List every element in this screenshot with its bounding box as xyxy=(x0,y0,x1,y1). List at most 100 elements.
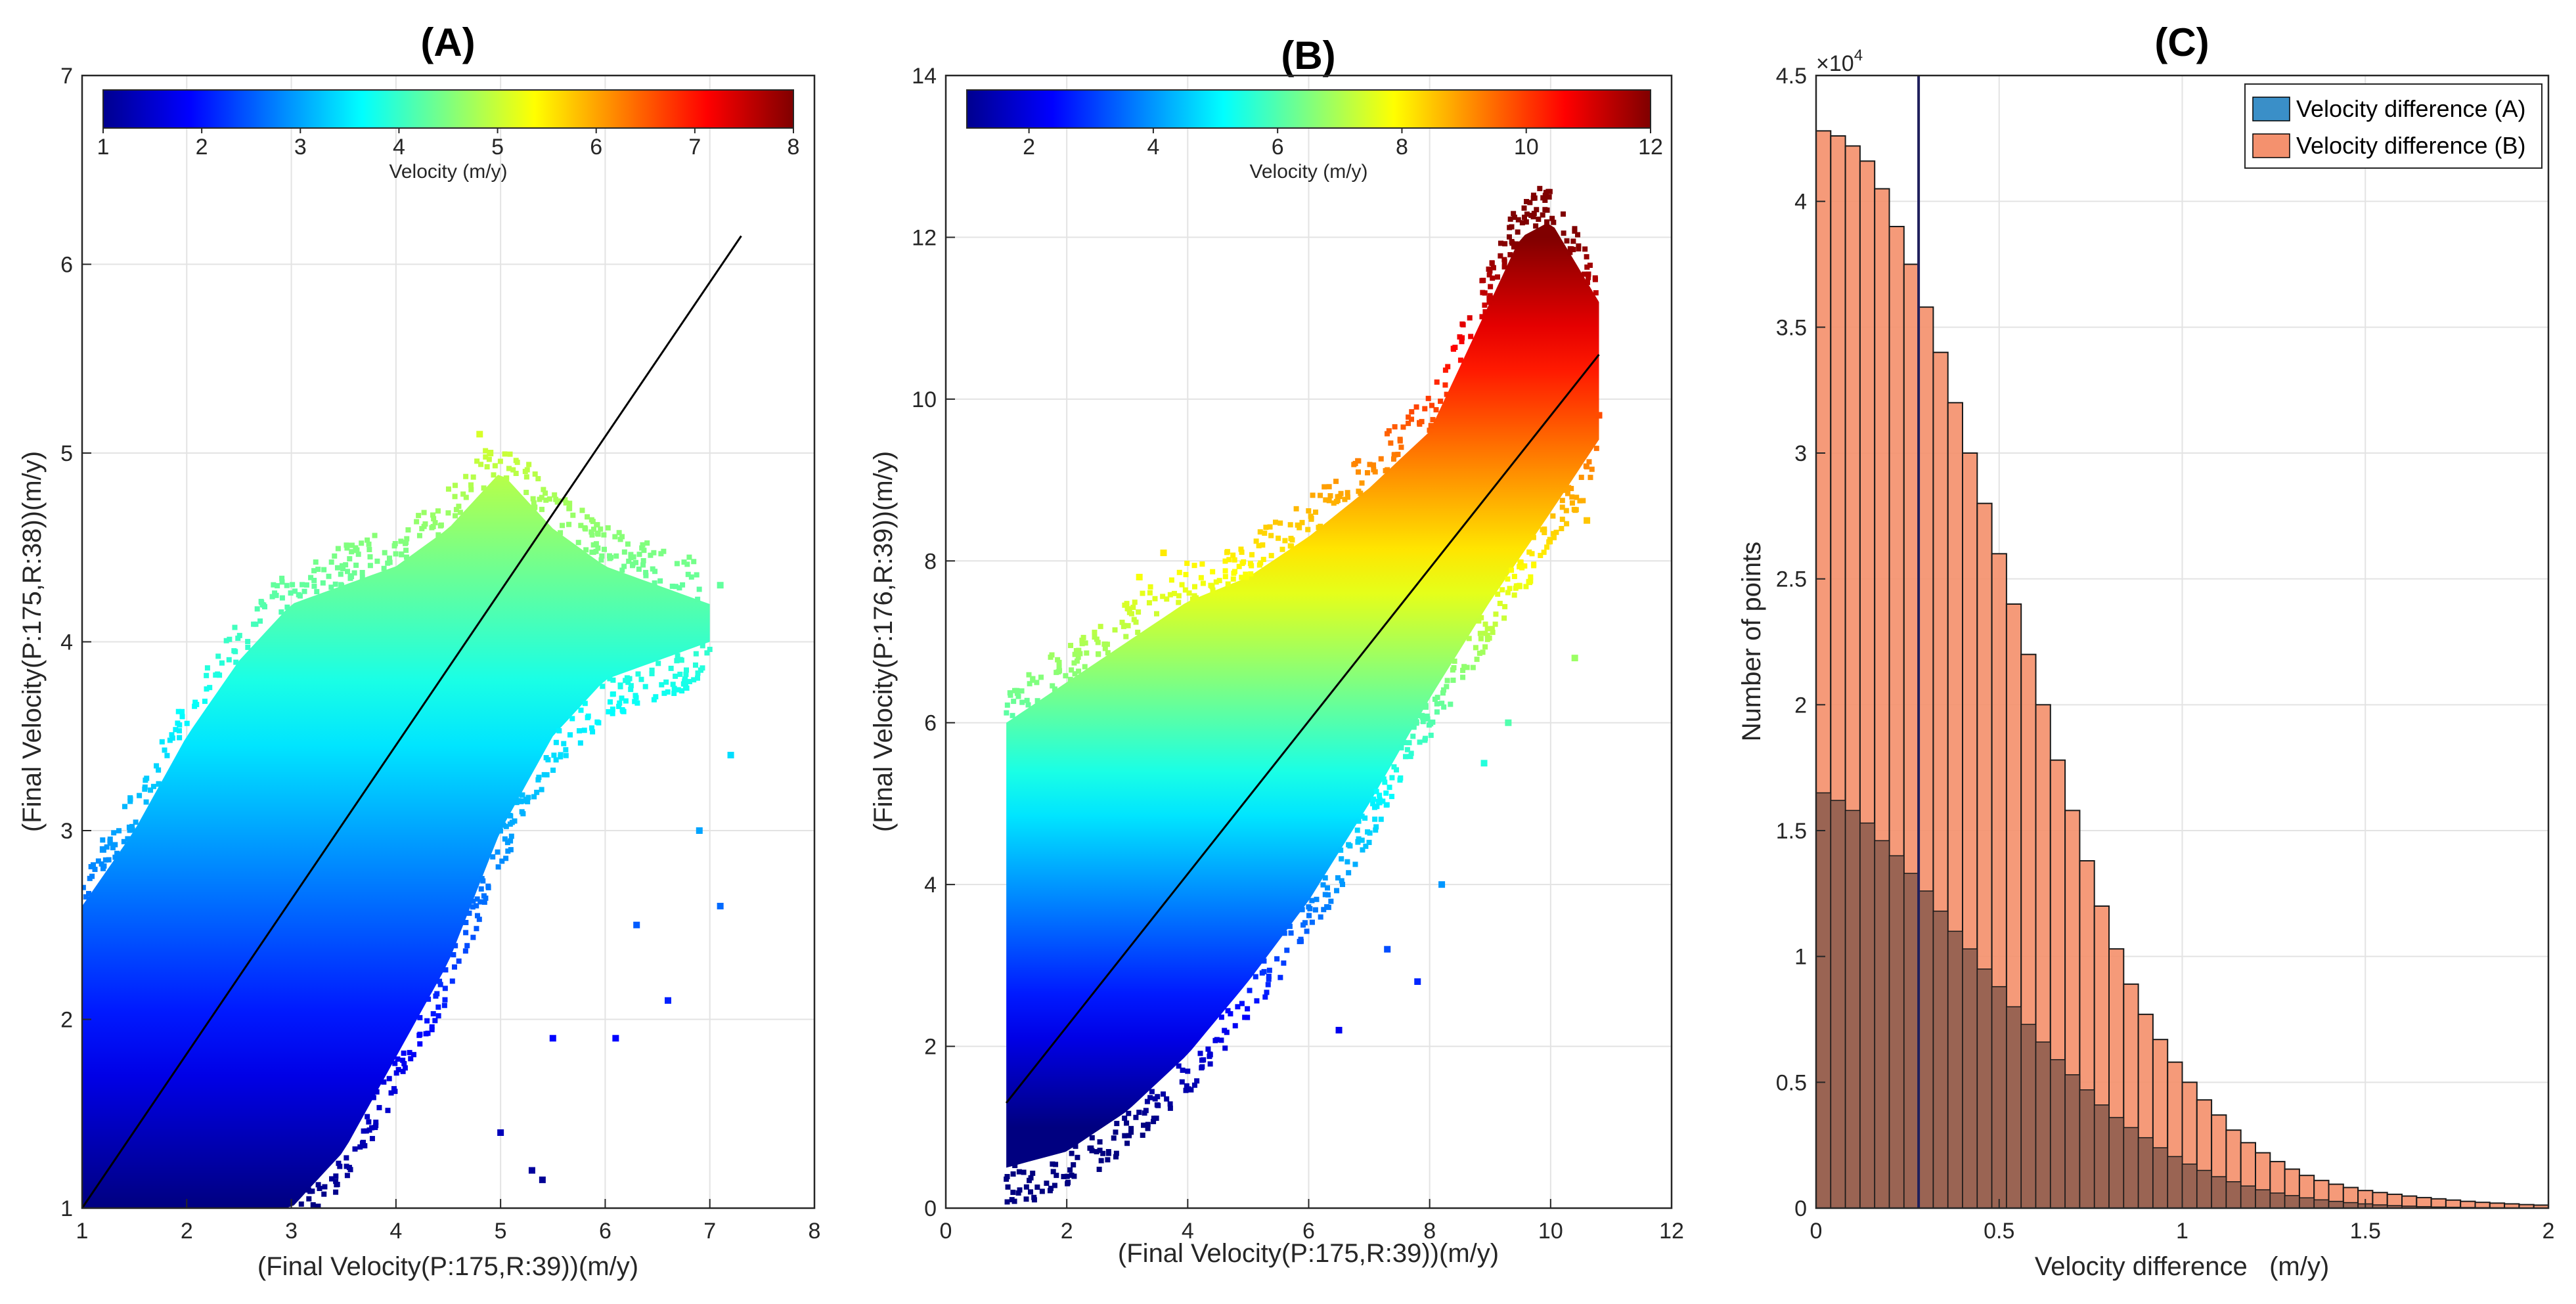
scatter-point xyxy=(474,903,479,909)
scatter-point xyxy=(1593,290,1599,295)
scatter-point xyxy=(403,554,409,560)
scatter-point xyxy=(1309,898,1315,903)
scatter-point xyxy=(351,570,357,576)
scatter-point xyxy=(1306,508,1312,514)
scatter-point xyxy=(619,695,625,701)
scatter-point xyxy=(1479,278,1485,284)
scatter-point xyxy=(1094,636,1099,642)
scatter-point xyxy=(1056,659,1062,665)
scatter-point xyxy=(1373,827,1379,833)
scatter-point xyxy=(372,1125,378,1131)
scatter-point xyxy=(640,557,646,563)
scatter-point xyxy=(1523,584,1529,590)
scatter-point xyxy=(1189,596,1195,602)
scatter-point xyxy=(640,562,646,568)
scatter-point xyxy=(1069,667,1075,673)
scatter-point xyxy=(1559,504,1565,510)
scatter-point xyxy=(1564,238,1570,244)
hist-bar-a xyxy=(2020,1024,2037,1208)
scatter-point xyxy=(349,542,355,548)
scatter-point xyxy=(445,486,451,492)
scatter-point xyxy=(1486,266,1492,272)
scatter-point xyxy=(612,534,618,540)
scatter-point xyxy=(1281,960,1287,966)
scatter-point xyxy=(1160,1091,1166,1097)
scatter-point xyxy=(464,943,470,949)
scatter-point xyxy=(535,777,541,783)
scatter-point xyxy=(1544,544,1550,550)
scatter-outlier-point xyxy=(539,1176,546,1183)
scatter-point xyxy=(1153,1116,1159,1121)
scatter-point xyxy=(1567,250,1573,255)
scatter-point xyxy=(192,703,198,709)
scatter-point xyxy=(1028,1189,1034,1195)
scatter-point xyxy=(545,757,551,763)
scatter-point xyxy=(1264,989,1270,995)
scatter-point xyxy=(686,554,692,560)
scatter-point xyxy=(370,1095,376,1100)
scatter-point xyxy=(1392,424,1398,430)
scatter-point xyxy=(340,565,346,571)
scatter-point xyxy=(1048,654,1054,660)
scatter-point xyxy=(1569,500,1575,506)
scatter-point xyxy=(508,833,514,839)
scatter-point xyxy=(154,763,160,769)
scatter-point xyxy=(167,737,173,743)
scatter-point xyxy=(593,541,599,547)
scatter-point xyxy=(452,494,458,500)
scatter-point xyxy=(474,458,480,464)
scatter-point xyxy=(1230,552,1236,558)
scatter-point xyxy=(1567,246,1573,251)
scatter-point xyxy=(1378,456,1384,462)
scatter-point xyxy=(531,794,537,800)
scatter-point xyxy=(1507,251,1513,257)
scatter-point xyxy=(1222,568,1228,574)
scatter-outlier-point xyxy=(497,1129,504,1136)
scatter-point xyxy=(563,500,569,506)
scatter-point xyxy=(107,837,113,842)
scatter-point xyxy=(311,583,317,589)
scatter-point xyxy=(156,767,162,773)
scatter-point xyxy=(366,1119,372,1125)
y-tick-label: 4 xyxy=(60,630,73,655)
scatter-point xyxy=(326,573,332,579)
scatter-point xyxy=(1034,680,1040,685)
scatter-point xyxy=(513,470,519,476)
scatter-point xyxy=(1247,988,1253,993)
scatter-point xyxy=(275,583,280,589)
scatter-point xyxy=(1335,494,1341,500)
scatter-point xyxy=(372,532,378,538)
y-tick-label: 3.5 xyxy=(1776,315,1807,340)
x-tick-label: 6 xyxy=(1302,1219,1315,1244)
x-tick-label: 6 xyxy=(599,1219,611,1244)
y-tick-label: 12 xyxy=(912,225,937,250)
scatter-point xyxy=(1522,214,1528,220)
scatter-point xyxy=(353,548,359,554)
scatter-point xyxy=(1007,690,1013,696)
scatter-point xyxy=(619,534,625,540)
scatter-point xyxy=(269,594,275,599)
scatter-point xyxy=(1338,847,1344,853)
scatter-point xyxy=(432,520,438,526)
scatter-point xyxy=(1563,487,1569,493)
scatter-point xyxy=(598,526,604,532)
scatter-point xyxy=(417,1014,423,1020)
scatter-point xyxy=(1232,1023,1238,1029)
scatter-point xyxy=(1249,552,1255,557)
scatter-point xyxy=(1373,789,1379,794)
scatter-point xyxy=(1019,688,1025,694)
scatter-point xyxy=(553,739,559,745)
scatter-point xyxy=(1356,458,1362,464)
scatter-point xyxy=(292,588,298,594)
scatter-point xyxy=(1551,531,1557,536)
scatter-point xyxy=(320,580,326,586)
scatter-point xyxy=(1307,905,1313,911)
scatter-point xyxy=(1553,529,1559,535)
scatter-point xyxy=(362,1142,368,1148)
scatter-point xyxy=(1094,1149,1099,1155)
scatter-point xyxy=(1495,274,1501,280)
hist-bar-a xyxy=(2137,1137,2154,1208)
scatter-point xyxy=(1356,489,1362,494)
scatter-point xyxy=(1502,603,1508,609)
scatter-point xyxy=(1267,524,1273,530)
